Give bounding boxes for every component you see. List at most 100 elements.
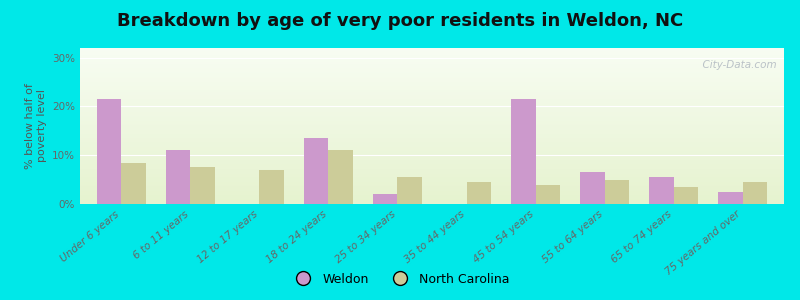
- Bar: [80, 79, 784, 80]
- Legend: Weldon, North Carolina: Weldon, North Carolina: [286, 268, 514, 291]
- Bar: [80, 181, 784, 182]
- Bar: [80, 153, 784, 154]
- Bar: [80, 99, 784, 100]
- Bar: [80, 186, 784, 187]
- Bar: [80, 176, 784, 177]
- Bar: [80, 200, 784, 201]
- Bar: [80, 55, 784, 56]
- Bar: [80, 115, 784, 116]
- Bar: [80, 90, 784, 91]
- Bar: [80, 182, 784, 183]
- Bar: [80, 165, 784, 166]
- Bar: [80, 67, 784, 68]
- Bar: [80, 192, 784, 193]
- Bar: [80, 91, 784, 92]
- Bar: [80, 151, 784, 152]
- Bar: [80, 140, 784, 141]
- Bar: [580, 172, 605, 204]
- Bar: [80, 85, 784, 86]
- Bar: [80, 164, 784, 165]
- Bar: [80, 84, 784, 85]
- Bar: [80, 195, 784, 196]
- Bar: [80, 126, 784, 127]
- Bar: [80, 133, 784, 134]
- Bar: [80, 157, 784, 158]
- Bar: [80, 203, 784, 204]
- Bar: [80, 161, 784, 162]
- Bar: [259, 170, 284, 204]
- Bar: [650, 177, 674, 204]
- Bar: [80, 187, 784, 188]
- Bar: [80, 110, 784, 111]
- Bar: [80, 147, 784, 148]
- Bar: [80, 148, 784, 149]
- Bar: [80, 142, 784, 143]
- Bar: [80, 137, 784, 138]
- Bar: [80, 57, 784, 58]
- Bar: [80, 58, 784, 59]
- Bar: [80, 94, 784, 95]
- Bar: [80, 122, 784, 123]
- Bar: [80, 149, 784, 150]
- Bar: [398, 177, 422, 204]
- Bar: [166, 150, 190, 204]
- Bar: [80, 184, 784, 185]
- Bar: [80, 146, 784, 147]
- Bar: [80, 93, 784, 94]
- Bar: [80, 71, 784, 72]
- Bar: [80, 175, 784, 176]
- Bar: [80, 76, 784, 77]
- Bar: [80, 154, 784, 155]
- Bar: [80, 53, 784, 54]
- Bar: [80, 124, 784, 125]
- Bar: [80, 188, 784, 189]
- Bar: [80, 197, 784, 198]
- Bar: [80, 193, 784, 194]
- Bar: [80, 145, 784, 146]
- Bar: [98, 99, 122, 204]
- Bar: [80, 160, 784, 161]
- Bar: [80, 179, 784, 180]
- Bar: [80, 144, 784, 145]
- Bar: [80, 170, 784, 171]
- Bar: [80, 143, 784, 144]
- Text: Breakdown by age of very poor residents in Weldon, NC: Breakdown by age of very poor residents …: [117, 12, 683, 30]
- Bar: [80, 98, 784, 99]
- Bar: [80, 119, 784, 120]
- Bar: [80, 56, 784, 57]
- Bar: [80, 120, 784, 121]
- Bar: [80, 118, 784, 119]
- Bar: [80, 198, 784, 199]
- Bar: [80, 128, 784, 129]
- Text: City-Data.com: City-Data.com: [696, 61, 777, 70]
- Bar: [80, 69, 784, 70]
- Bar: [511, 99, 535, 204]
- Bar: [80, 130, 784, 131]
- Bar: [80, 63, 784, 64]
- Bar: [80, 102, 784, 103]
- Bar: [80, 117, 784, 118]
- Bar: [80, 123, 784, 124]
- Bar: [80, 202, 784, 203]
- Bar: [80, 189, 784, 190]
- Bar: [80, 95, 784, 96]
- Bar: [80, 97, 784, 98]
- Bar: [374, 194, 398, 204]
- Bar: [80, 135, 784, 136]
- Bar: [80, 83, 784, 84]
- Y-axis label: % below half of
poverty level: % below half of poverty level: [25, 83, 46, 169]
- Bar: [80, 178, 784, 179]
- Bar: [80, 78, 784, 79]
- Bar: [80, 101, 784, 102]
- Bar: [80, 65, 784, 66]
- Bar: [80, 105, 784, 106]
- Bar: [80, 73, 784, 74]
- Bar: [80, 104, 784, 105]
- Bar: [80, 50, 784, 51]
- Bar: [80, 121, 784, 122]
- Bar: [80, 201, 784, 202]
- Bar: [80, 75, 784, 76]
- Bar: [329, 150, 353, 204]
- Bar: [80, 85, 784, 86]
- Bar: [80, 48, 784, 49]
